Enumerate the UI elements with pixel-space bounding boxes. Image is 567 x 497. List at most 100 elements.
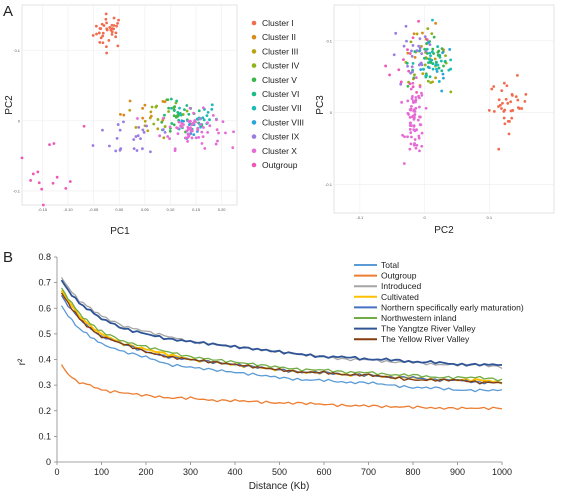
cluster-legend: Cluster I Cluster II Cluster III Cluster IV…: [251, 18, 304, 170]
data-point: [418, 49, 422, 52]
legend-label: Cluster II: [262, 32, 296, 42]
legend-marker: [251, 63, 257, 68]
data-point: [441, 51, 444, 55]
data-point: [413, 73, 416, 77]
data-point: [423, 56, 426, 60]
data-point: [434, 76, 437, 80]
data-point: [434, 63, 438, 67]
legend-label: Northern specifically early maturation): [381, 302, 524, 312]
data-point: [431, 67, 435, 71]
data-point: [415, 143, 419, 147]
data-point: [425, 52, 429, 55]
data-point: [51, 181, 55, 185]
data-point: [95, 32, 98, 36]
data-point: [427, 40, 430, 44]
x-tick-label: 0.10: [167, 207, 176, 212]
data-point: [412, 124, 416, 128]
data-point: [425, 47, 429, 51]
data-point: [161, 128, 165, 131]
y-tick-label: 0.1: [14, 48, 20, 53]
points: [20, 12, 235, 207]
data-point: [410, 104, 413, 108]
data-point: [169, 97, 173, 101]
data-point: [114, 35, 118, 39]
data-point: [192, 111, 195, 115]
data-point: [208, 124, 212, 128]
data-point: [408, 147, 412, 151]
legend-label: Cultivated: [381, 292, 419, 302]
data-point: [410, 97, 414, 100]
data-point: [112, 27, 116, 31]
x-tick-label: 700: [361, 467, 376, 477]
data-point: [128, 108, 132, 112]
data-point: [170, 106, 173, 110]
data-point: [420, 144, 424, 148]
data-point: [101, 31, 105, 35]
data-point: [509, 109, 513, 113]
data-point: [417, 94, 420, 98]
data-point: [405, 39, 408, 43]
data-point: [118, 148, 122, 152]
data-point: [214, 142, 218, 146]
data-point: [429, 54, 433, 58]
data-point: [179, 113, 183, 117]
data-point: [413, 55, 417, 59]
data-point: [432, 35, 436, 39]
data-point: [118, 128, 122, 132]
data-point: [100, 22, 104, 26]
data-point: [402, 162, 406, 165]
data-point: [108, 26, 112, 29]
data-point: [168, 129, 172, 133]
data-point: [210, 103, 214, 107]
data-point: [413, 109, 417, 113]
data-point: [135, 149, 139, 152]
x-tick-label: 0: [54, 467, 59, 477]
data-point: [428, 51, 432, 55]
data-point: [116, 21, 119, 25]
data-point: [436, 63, 440, 67]
data-point: [29, 179, 33, 182]
data-point: [412, 143, 416, 147]
data-point: [419, 68, 423, 71]
y-ticks: -0.1 0 0.1: [13, 48, 21, 193]
data-point: [142, 130, 146, 134]
data-point: [128, 99, 132, 103]
data-point: [506, 101, 510, 105]
data-point: [177, 120, 181, 124]
data-point: [411, 62, 415, 65]
data-point: [180, 122, 184, 125]
data-point: [217, 131, 220, 135]
data-point: [438, 55, 442, 59]
data-point: [215, 128, 219, 132]
data-point: [191, 121, 195, 125]
data-point: [210, 107, 214, 111]
data-point: [197, 135, 201, 139]
data-point: [413, 112, 417, 116]
data-point: [409, 108, 413, 112]
data-point: [412, 32, 416, 36]
data-point: [141, 128, 145, 132]
data-point: [186, 140, 189, 143]
data-point: [448, 48, 452, 51]
pca-pc2-pc3-plot: -0.1 0 0.1 -0.1 0 0.1 PC2 PC3: [315, 4, 555, 236]
data-point: [178, 106, 181, 110]
data-point: [439, 59, 443, 63]
data-point: [436, 45, 440, 48]
data-point: [202, 126, 205, 129]
data-point: [401, 133, 404, 137]
legend-label: Northwestern inland: [381, 313, 457, 323]
data-point: [186, 119, 190, 123]
legend-label: Cluster VII: [262, 103, 302, 113]
data-point: [397, 68, 401, 72]
data-point: [143, 119, 147, 123]
data-point: [503, 122, 507, 126]
data-point: [410, 54, 414, 58]
series-line: [60, 292, 503, 385]
data-point: [91, 144, 95, 147]
data-point: [179, 124, 182, 128]
data-point: [406, 135, 409, 139]
x-ticks: -0.15 -0.10 -0.05 0.00 0.05 0.10 0.15 0.20: [38, 207, 226, 212]
data-point: [497, 147, 501, 151]
legend-marker: [251, 120, 257, 125]
data-point: [420, 91, 423, 95]
